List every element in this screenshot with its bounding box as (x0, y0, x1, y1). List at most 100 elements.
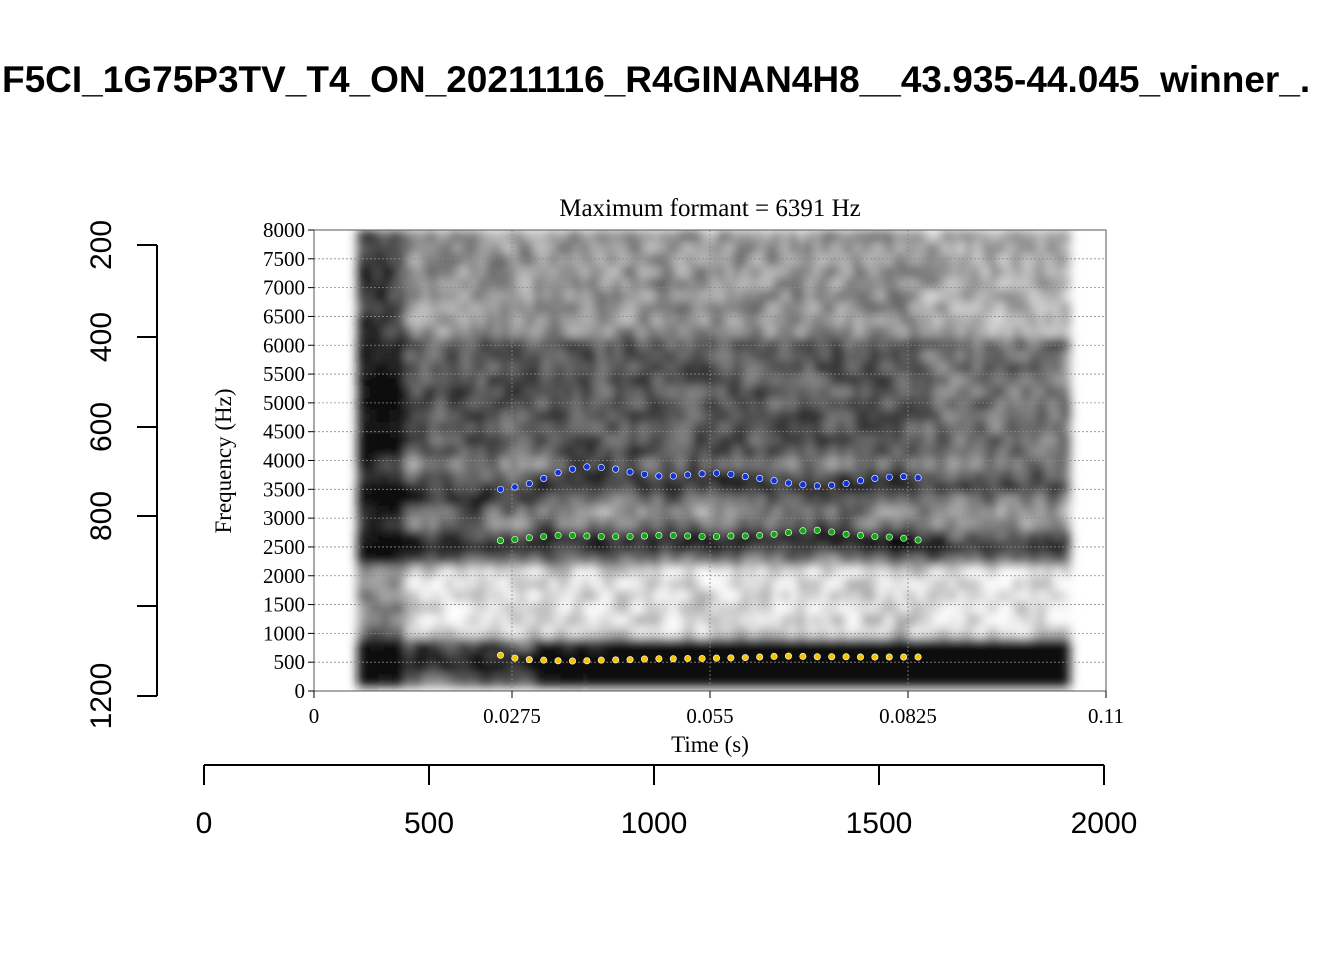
formant-point (496, 485, 504, 493)
y-tick-label: 6000 (263, 333, 305, 357)
formant-point (612, 656, 620, 664)
y-tick-label: 8000 (263, 218, 305, 242)
formant-tracks (496, 463, 922, 665)
outer-x-tick-label: 1000 (621, 807, 688, 840)
x-tick-label: 0 (309, 704, 320, 728)
formant-point (856, 653, 864, 661)
formant-point (770, 652, 778, 660)
formant-point (640, 655, 648, 663)
grid (314, 230, 1106, 691)
formant-point (914, 474, 922, 482)
y-axis-label: Frequency (Hz) (211, 389, 236, 534)
chart-title: Maximum formant = 6391 Hz (559, 195, 861, 222)
formant-point (496, 651, 504, 659)
formant-point (583, 657, 591, 665)
formant-point (597, 533, 605, 541)
x-tick-label: 0.055 (686, 704, 733, 728)
formant-point (540, 474, 548, 482)
inner-x-axis: 0 0.0275 0.055 0.0825 0.11 (309, 691, 1124, 728)
formant-point (554, 531, 562, 539)
formant-point (612, 533, 620, 541)
formant-point (640, 532, 648, 540)
spectrogram (357, 230, 1071, 687)
formant-point (799, 481, 807, 489)
formant-series (496, 463, 922, 493)
outer-y-tick-label: 600 (85, 402, 118, 452)
formant-point (597, 656, 605, 664)
outer-x-tick-label: 0 (196, 807, 213, 840)
formant-point (568, 465, 576, 473)
formant-point (626, 656, 634, 664)
formant-point (640, 470, 648, 478)
formant-point (684, 532, 692, 540)
formant-point (900, 653, 908, 661)
y-tick-label: 1000 (263, 621, 305, 645)
formant-point (885, 533, 893, 541)
x-tick-label: 0.0275 (483, 704, 541, 728)
formant-point (856, 531, 864, 539)
y-tick-label: 2000 (263, 564, 305, 588)
formant-point (554, 469, 562, 477)
x-axis-label: Time (s) (671, 732, 749, 757)
y-tick-label: 5000 (263, 391, 305, 415)
formant-point (511, 535, 519, 543)
formant-point (900, 534, 908, 542)
formant-series (496, 651, 922, 665)
formant-point (583, 532, 591, 540)
formant-point (712, 469, 720, 477)
outer-y-tick-label: 200 (85, 220, 118, 270)
formant-point (698, 470, 706, 478)
outer-y-tick-label: 400 (85, 312, 118, 362)
outer-y-tick-label: 1200 (85, 663, 118, 730)
formant-point (813, 526, 821, 534)
x-tick-label: 0.11 (1088, 704, 1124, 728)
formant-point (756, 531, 764, 539)
formant-point (712, 533, 720, 541)
outer-y-axis: 200 400 600 800 1200 (85, 220, 158, 730)
formant-point (842, 530, 850, 538)
formant-point (799, 527, 807, 535)
formant-point (885, 473, 893, 481)
formant-point (525, 480, 533, 488)
y-tick-label: 500 (274, 650, 306, 674)
page-title: F5CI_1G75P3TV_T4_ON_20211116_R4GINAN4H8_… (2, 59, 1310, 100)
formant-point (741, 473, 749, 481)
y-tick-label: 4000 (263, 449, 305, 473)
formant-point (684, 471, 692, 479)
formant-point (597, 463, 605, 471)
formant-point (871, 474, 879, 482)
formant-point (784, 652, 792, 660)
formant-point (496, 537, 504, 545)
formant-point (784, 529, 792, 537)
outer-x-tick-label: 2000 (1071, 807, 1138, 840)
formant-point (813, 482, 821, 490)
inner-y-axis: 0 500 1000 1500 2000 2500 3000 3500 4000 4500 5000… (263, 218, 314, 703)
formant-point (525, 534, 533, 542)
formant-point (741, 532, 749, 540)
formant-point (871, 653, 879, 661)
formant-point (669, 472, 677, 480)
y-tick-label: 2500 (263, 535, 305, 559)
formant-point (842, 653, 850, 661)
formant-point (583, 463, 591, 471)
x-tick-label: 0.0825 (879, 704, 937, 728)
outer-x-tick-label: 1500 (846, 807, 913, 840)
formant-point (540, 533, 548, 541)
formant-point (914, 653, 922, 661)
formant-point (511, 654, 519, 662)
formant-point (828, 528, 836, 536)
formant-point (828, 481, 836, 489)
formant-point (698, 533, 706, 541)
y-tick-label: 3500 (263, 477, 305, 501)
y-tick-label: 6500 (263, 304, 305, 328)
outer-x-axis: 0 500 1000 1500 2000 (196, 764, 1138, 840)
formant-point (626, 468, 634, 476)
formant-point (669, 531, 677, 539)
formant-point (871, 533, 879, 541)
formant-point (540, 656, 548, 664)
formant-point (727, 470, 735, 478)
y-tick-label: 4500 (263, 420, 305, 444)
formant-point (885, 653, 893, 661)
outer-y-tick-label: 800 (85, 491, 118, 541)
